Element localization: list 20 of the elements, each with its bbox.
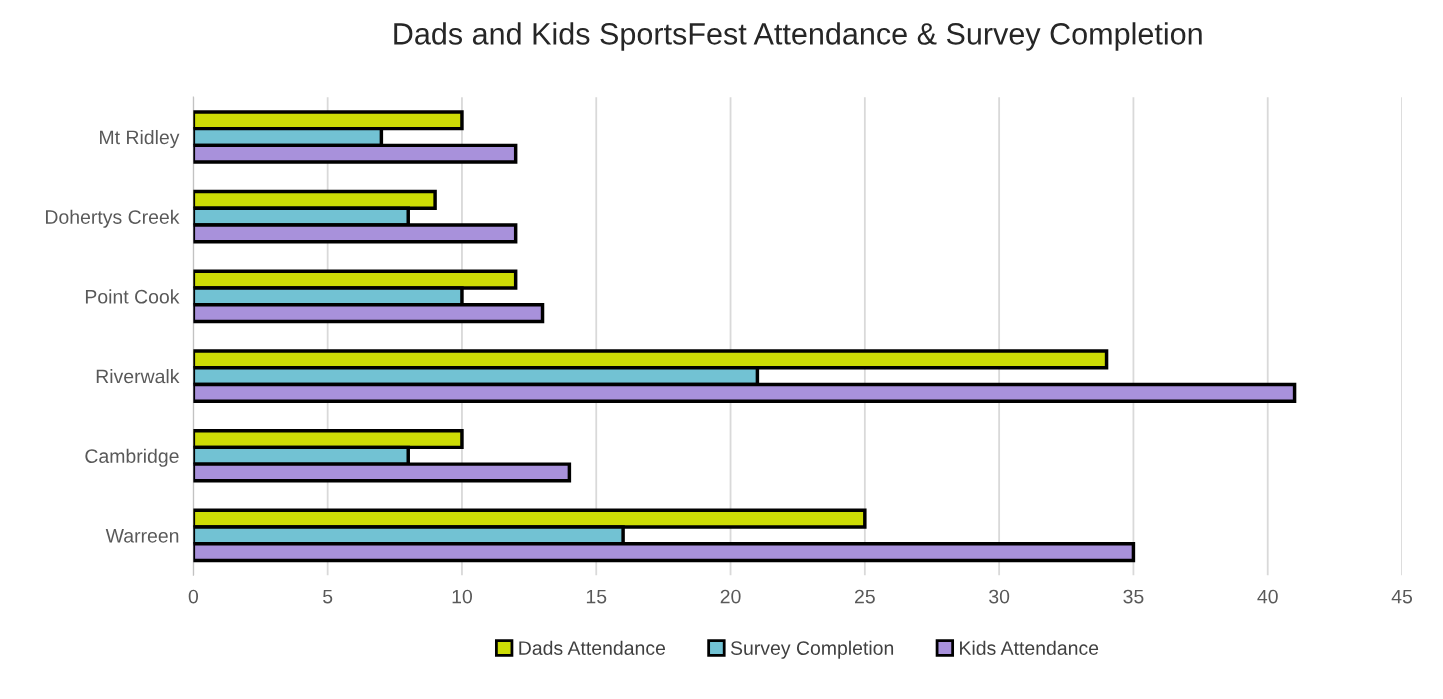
x-tick-label: 0: [188, 589, 199, 604]
y-tick-label: Dohertys Creek: [46, 209, 180, 228]
legend-label: Survey Completion: [730, 640, 894, 659]
x-tick-label: 35: [1123, 589, 1144, 604]
x-tick-label: 10: [452, 589, 473, 604]
x-tick-label: 20: [720, 589, 741, 604]
chart-title: Dads and Kids SportsFest Attendance & Survey Completion: [394, 22, 1202, 51]
y-tick-label: Cambridge: [85, 448, 179, 467]
x-tick-label: 30: [989, 589, 1010, 604]
legend-label: Dads Attendance: [519, 640, 666, 655]
x-tick-label: 5: [323, 589, 333, 604]
x-tick-label: 15: [586, 589, 607, 604]
y-tick-label: Point Cook: [85, 289, 180, 304]
legend-label: Kids Attendance: [960, 640, 1099, 655]
x-tick-label: 25: [855, 589, 875, 604]
y-tick-label: Riverwalk: [96, 369, 180, 384]
x-tick-label: 45: [1391, 589, 1413, 604]
y-tick-label: Warreen: [105, 529, 179, 543]
y-tick-label: Mt Ridley: [100, 129, 180, 149]
x-tick-label: 40: [1257, 589, 1278, 604]
